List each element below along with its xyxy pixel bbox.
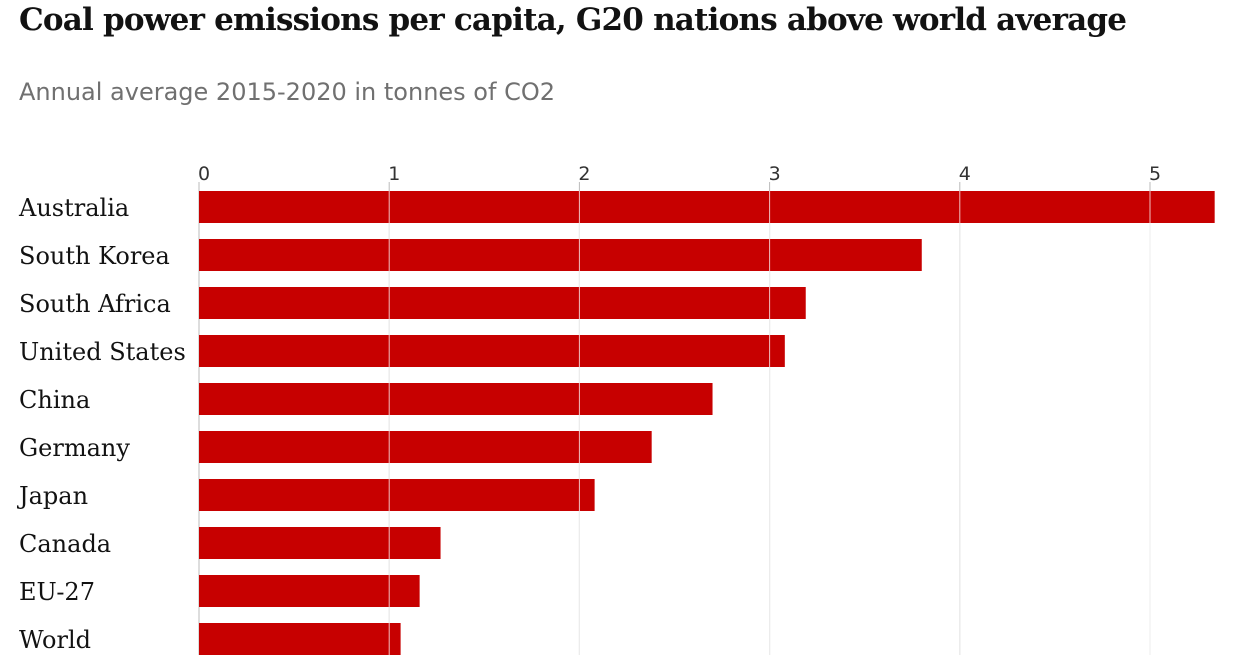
bar-south-korea [199, 239, 922, 271]
category-label-japan: Japan [16, 482, 88, 510]
category-labels: Australia South Korea South Africa United S… [16, 194, 186, 654]
x-tick-label-3: 3 [769, 163, 781, 185]
category-label-south-africa: South Africa [19, 290, 171, 318]
bar-canada [199, 527, 441, 559]
x-tick-label-4: 4 [959, 163, 971, 185]
category-label-world: World [19, 626, 91, 654]
category-label-australia: Australia [18, 194, 129, 222]
chart-subtitle: Annual average 2015-2020 in tonnes of CO… [19, 78, 555, 106]
bar-japan [199, 479, 595, 511]
category-label-china: China [19, 386, 90, 414]
bar-south-africa [199, 287, 806, 319]
x-tick-label-0: 0 [198, 163, 210, 185]
chart-title: Coal power emissions per capita, G20 nat… [19, 2, 1127, 38]
category-label-eu-27: EU-27 [19, 578, 95, 606]
bar-world [199, 623, 401, 655]
bar-germany [199, 431, 652, 463]
bar-china [199, 383, 713, 415]
gridlines [388, 191, 1151, 655]
bars [199, 191, 1215, 655]
category-label-germany: Germany [19, 434, 130, 462]
x-tick-label-1: 1 [388, 163, 400, 185]
category-label-south-korea: South Korea [19, 242, 170, 270]
category-label-canada: Canada [19, 530, 111, 558]
bar-united-states [199, 335, 785, 367]
x-tick-label-5: 5 [1149, 163, 1161, 185]
x-tick-label-2: 2 [578, 163, 590, 185]
bar-eu-27 [199, 575, 420, 607]
bar-chart: 0 1 2 3 4 5 Australia South Korea South Africa U… [16, 163, 1215, 655]
category-label-united-states: United States [19, 338, 186, 366]
bar-australia [199, 191, 1215, 223]
